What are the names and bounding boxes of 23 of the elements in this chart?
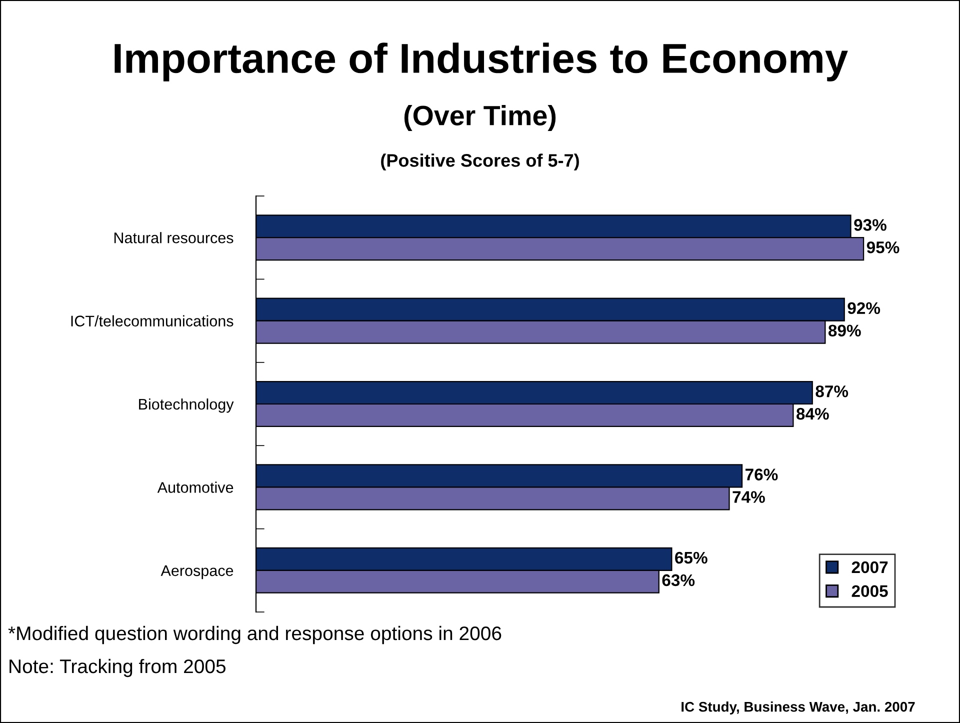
y-tick-label: Automotive [157,482,234,493]
data-label: 93% [854,219,886,231]
data-label: 65% [675,552,708,564]
data-label: 84% [796,408,829,420]
text: *Modified question wording and response options in 2006 [8,626,502,644]
text: Note: Tracking from 2005 [10,658,226,678]
chart-subtitle: (Over Time) [404,105,556,131]
y-tick-label: Aerospace [160,565,234,580]
legend-label: 2005 [852,585,888,598]
data-label: 76% [746,468,778,480]
data-label: 92% [848,302,880,314]
y-tick-label: ICT/telecommunications [71,315,234,326]
y-tick-label: Biotechnology [139,398,234,413]
data-label: 89% [828,324,861,337]
data-label: 74% [732,491,765,503]
chart-title: Importance of Industries to Economy [114,42,848,82]
y-tick-label: Natural resources [114,232,234,244]
text: (Positive Scores of 5-7) [381,154,579,170]
data-label: 95% [866,242,900,254]
text: IC Study, Business Wave, Jan. 2007 [682,702,915,714]
legend-label: 2007 [852,561,888,574]
data-label: 87% [816,385,848,398]
data-label: 63% [662,574,695,586]
